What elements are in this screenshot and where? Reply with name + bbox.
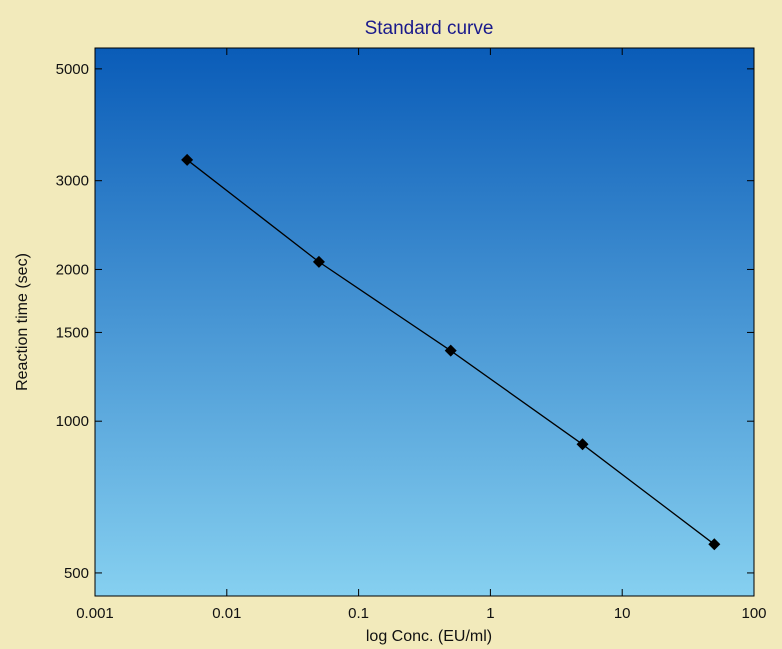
data-point [444,344,457,357]
x-tick-label: 1 [486,605,494,622]
x-tick-label: 0.01 [212,605,241,622]
y-tick-label: 5000 [56,61,89,78]
y-axis-label: Reaction time (sec) [14,253,31,391]
data-point [312,255,325,268]
x-tick-label: 0.1 [348,605,369,622]
plot-area [94,47,755,597]
x-tick-label: 10 [614,605,631,622]
x-axis-label: log Conc. (EU/ml) [366,628,492,645]
x-tick-label: 0.001 [76,605,114,622]
y-tick-label: 2000 [56,261,89,278]
data-point [708,538,721,551]
y-tick-label: 3000 [56,173,89,190]
data-point [576,438,589,451]
chart-title: Standard curve [365,18,494,39]
y-axis: 500 1000 1500 2000 3000 5000 [56,61,754,582]
x-tick-label: 100 [741,605,766,622]
series-layer [181,153,721,551]
x-axis: 0.001 0.01 0.1 1 10 100 [76,48,767,622]
y-tick-label: 1000 [56,413,89,430]
y-tick-label: 1500 [56,324,89,341]
data-point [181,153,194,166]
y-tick-label: 500 [64,565,89,582]
